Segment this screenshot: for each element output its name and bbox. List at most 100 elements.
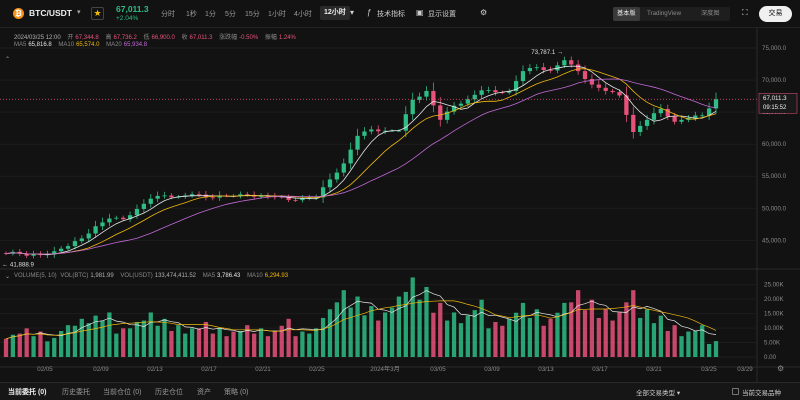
candle-body [410, 99, 415, 115]
date-axis-label: 03/09 [484, 366, 500, 373]
volume-bar [610, 320, 615, 357]
candle-body [31, 254, 36, 256]
volume-bar [493, 321, 498, 357]
technical-indicators-button[interactable]: 技术指标 [377, 11, 405, 18]
date-axis-label: 02/17 [201, 366, 217, 373]
volume-bar [389, 307, 395, 357]
timeframe-tick[interactable]: 分时 [161, 11, 175, 18]
tab-open-positions[interactable]: 当前仓位 (0) [103, 389, 142, 396]
volume-bar [527, 317, 533, 357]
volume-bar [589, 299, 595, 357]
volume-bar [334, 302, 340, 357]
candlestick-chart[interactable]: 75,000.070,000.065,000.060,000.055,000.0… [0, 28, 800, 382]
star-icon[interactable]: ★ [91, 7, 104, 20]
collapse-icon[interactable]: ⌄ [5, 274, 11, 280]
candle-body [693, 115, 698, 118]
timeframe-12h[interactable]: 12小时 [320, 6, 350, 20]
close-value: 67,011.3 [189, 35, 213, 41]
candle-body [472, 94, 477, 100]
change-key: 涨跌幅 [219, 35, 238, 41]
volume-bar [238, 330, 243, 357]
candle-body [651, 113, 657, 120]
candle-body [493, 90, 498, 93]
volume-bar [231, 331, 236, 357]
volume-bar [189, 328, 195, 357]
candle-body [65, 246, 71, 249]
tab-strategies[interactable]: 策略 (0) [224, 389, 249, 396]
timeframe-1m[interactable]: 1分 [205, 11, 216, 18]
candle-body [376, 129, 381, 132]
volume-bar [17, 333, 22, 357]
display-settings-button[interactable]: 显示设置 [428, 11, 456, 18]
tab-assets[interactable]: 资产 [197, 389, 211, 396]
fullscreen-icon[interactable]: ⛶ [742, 8, 748, 17]
view-basic[interactable]: 基本版 [613, 7, 640, 21]
volume-bar [203, 321, 209, 357]
volume-bar [658, 315, 663, 357]
candle-body [196, 194, 202, 195]
volume-bar [79, 318, 84, 357]
volume-bar [693, 330, 698, 357]
volume-bar [596, 317, 601, 357]
ma20-value: 65,934.8 [123, 42, 148, 48]
trade-type-filter[interactable]: 全部交易类型 ▾ [636, 387, 680, 397]
candle-body [86, 233, 91, 239]
display-settings-icon[interactable]: ▣ [416, 8, 424, 17]
trade-button[interactable]: 交易 [759, 6, 792, 22]
timeframe-1h[interactable]: 1小时 [268, 11, 286, 18]
low-value: 66,900.0 [151, 35, 175, 41]
candle-body [52, 251, 57, 255]
volume-bar [541, 325, 546, 357]
candle-body [24, 253, 29, 256]
axis-settings-icon: ⚙ [777, 364, 784, 373]
view-tradingview[interactable]: TradingView [647, 10, 682, 17]
tab-order-history[interactable]: 历史委托 [62, 389, 90, 396]
volume-bar [651, 323, 657, 357]
high-value: 67,736.2 [113, 35, 137, 41]
chevron-down-icon[interactable]: ▾ [350, 8, 355, 17]
collapse-icon[interactable]: ⌃ [5, 57, 11, 63]
candle-body [569, 60, 574, 65]
tab-open-orders[interactable]: 当前委托 (0) [8, 389, 47, 396]
low-key: 低 [143, 35, 150, 41]
vol-ma10-value: 6,294.93 [264, 273, 289, 279]
price-axis-label: 60,000.0 [762, 141, 787, 148]
candle-body [713, 99, 719, 109]
tab-position-history[interactable]: 历史仓位 [155, 389, 183, 396]
candle-body [672, 116, 677, 122]
timeframe-4h[interactable]: 4小时 [294, 11, 312, 18]
date-axis-label: 03/05 [430, 366, 446, 373]
symbol-selector[interactable]: BTC/USDT [29, 8, 72, 18]
view-depth[interactable]: 深度图 [701, 10, 720, 17]
last-price: 67,011.3 [116, 4, 149, 14]
orders-tabbar: 当前委托 (0) 历史委托 当前仓位 (0) 历史仓位 资产 策略 (0) 全部… [0, 382, 800, 400]
countdown-label: 09:15:52 [763, 105, 787, 111]
gear-icon[interactable]: ⚙ [480, 8, 488, 17]
volume-ma5-line [5, 290, 717, 340]
ma5-key: MA5 [14, 42, 27, 48]
vol-btc-value: 1,981.99 [90, 273, 114, 279]
timeframe-5m[interactable]: 5分 [225, 11, 236, 18]
volume-bar [555, 312, 560, 357]
volume-bar [196, 328, 202, 357]
volume-bar [713, 341, 719, 357]
candle-body [500, 92, 505, 94]
candle-body [127, 215, 133, 220]
vol-ma5-key: MA5 [202, 273, 216, 279]
ma10-value: 65,574.0 [76, 42, 100, 48]
volume-axis-label: 20.00K [764, 296, 784, 303]
current-symbol-checkbox[interactable] [732, 388, 739, 395]
indicators-icon[interactable]: ƒ [367, 8, 372, 17]
volume-bar [548, 318, 553, 357]
chevron-down-icon: ▾ [676, 390, 681, 397]
price-axis-label: 70,000.0 [762, 77, 787, 84]
timeframe-1s[interactable]: 1秒 [186, 11, 197, 18]
candle-body [451, 105, 457, 112]
volume-key: VOLUME(5, 10) [14, 273, 57, 279]
ma10-line [5, 68, 717, 255]
candle-body [700, 115, 705, 117]
timeframe-15m[interactable]: 15分 [245, 11, 260, 18]
volume-axis-label: 10.00K [764, 325, 784, 332]
candle-body [107, 218, 112, 223]
chevron-down-icon[interactable]: ▾ [77, 9, 81, 16]
